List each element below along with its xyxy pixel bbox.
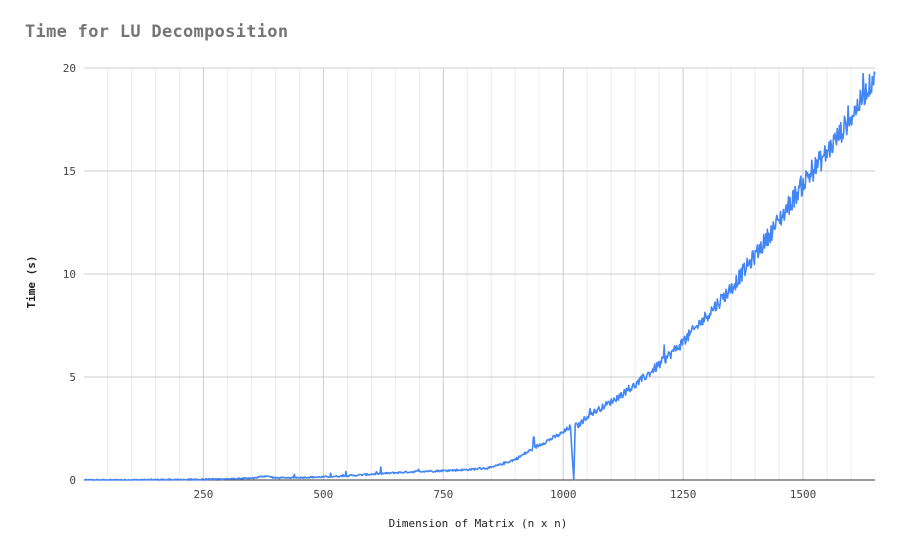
major-gridlines	[84, 67, 875, 480]
y-tick-label: 0	[69, 474, 76, 487]
y-axis-ticks: 0 5 10 15 20	[63, 62, 76, 487]
x-tick-label: 1000	[550, 488, 577, 501]
x-tick-label: 500	[313, 488, 333, 501]
x-tick-label: 250	[194, 488, 214, 501]
y-axis-title: Time (s)	[25, 256, 38, 309]
x-tick-label: 1500	[790, 488, 817, 501]
series-line	[83, 71, 876, 481]
chart-title: Time for LU Decomposition	[25, 22, 289, 42]
x-axis-ticks: 250 500 750 1000 1250 1500	[194, 488, 817, 501]
y-tick-label: 5	[69, 371, 76, 384]
x-tick-label: 750	[433, 488, 453, 501]
series-group	[83, 71, 876, 481]
y-tick-label: 20	[63, 62, 76, 75]
y-tick-label: 10	[63, 268, 76, 281]
x-tick-label: 1250	[670, 488, 697, 501]
y-tick-label: 15	[63, 165, 76, 178]
x-axis-title: Dimension of Matrix (n x n)	[389, 517, 568, 530]
